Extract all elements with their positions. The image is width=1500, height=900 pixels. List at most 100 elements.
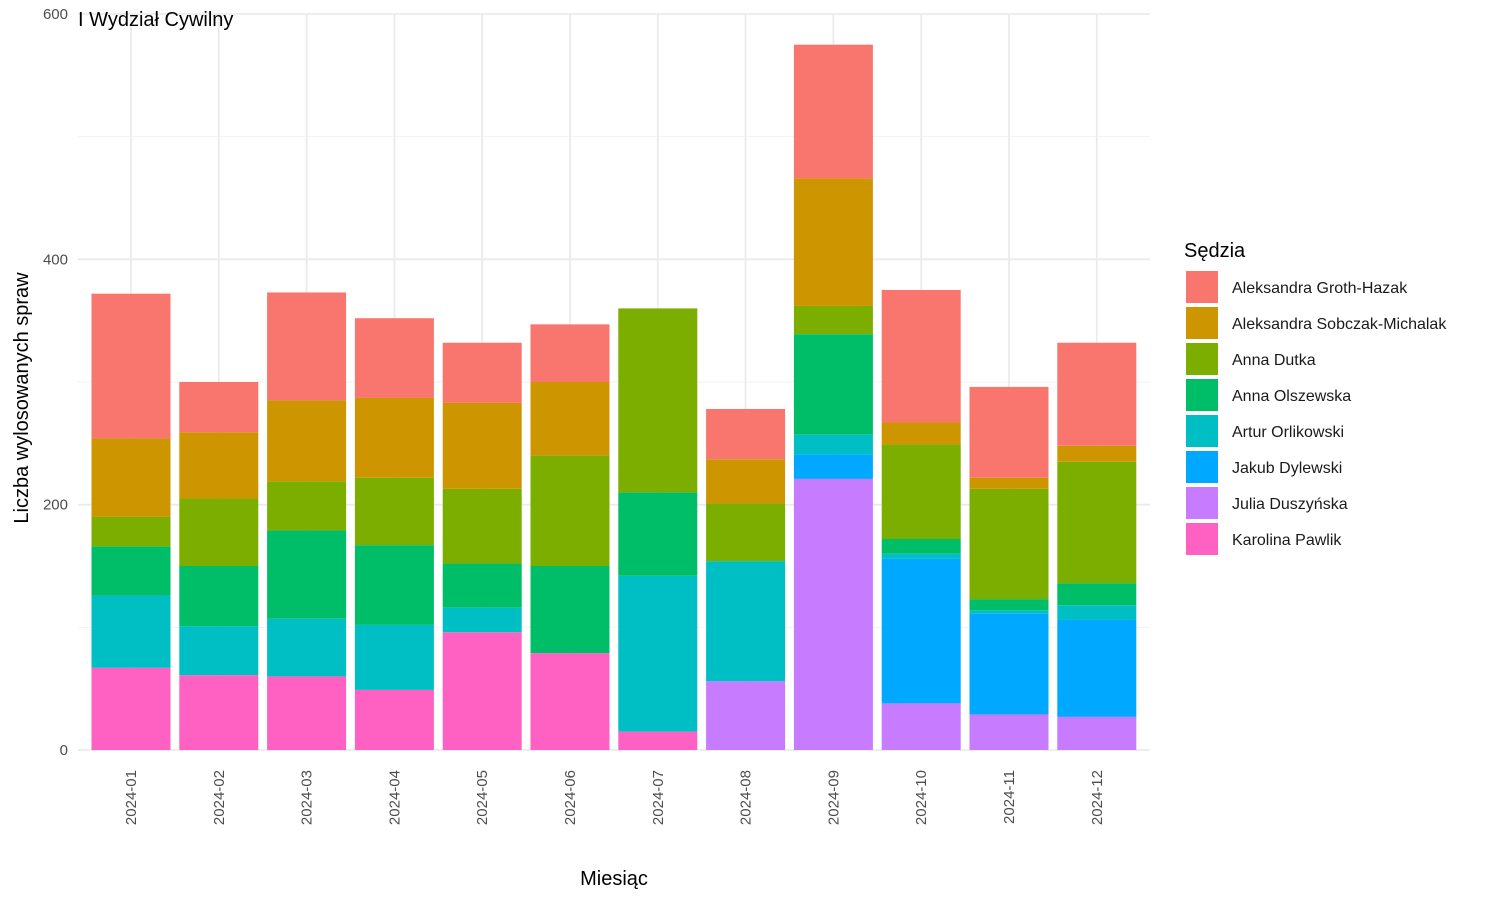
legend-swatch (1186, 343, 1218, 375)
legend-swatch (1186, 379, 1218, 411)
bar-segment (179, 432, 259, 499)
bar-segment (969, 599, 1049, 611)
legend-label: Karolina Pawlik (1232, 532, 1342, 549)
x-tick-label: 2024-09 (825, 770, 842, 825)
bar-segment (267, 618, 347, 677)
bar-segment (793, 478, 873, 750)
bar-segment (793, 454, 873, 479)
legend-label: Julia Duszyńska (1232, 496, 1348, 513)
legend-swatch (1186, 523, 1218, 555)
bar-segment (91, 595, 171, 668)
x-tick-label: 2024-04 (386, 770, 403, 825)
bar-segment (354, 318, 434, 398)
bar-segment (530, 382, 610, 456)
y-tick-label: 600 (43, 6, 68, 23)
legend-swatch (1186, 307, 1218, 339)
legend-label: Jakub Dylewski (1232, 460, 1342, 477)
legend-swatch (1186, 451, 1218, 483)
bar-segment (267, 530, 347, 619)
bar-segment (793, 434, 873, 455)
bar-segment (618, 575, 698, 732)
bar-segment (618, 731, 698, 750)
bar-segment (179, 382, 259, 433)
bar-segment (793, 44, 873, 179)
bar-segment (91, 516, 171, 547)
x-tick-label: 2024-05 (474, 770, 491, 825)
x-tick-label: 2024-11 (1001, 770, 1018, 824)
bar-segment (354, 477, 434, 546)
bar-segment (1057, 342, 1137, 446)
legend-label: Anna Olszewska (1232, 388, 1351, 405)
x-tick-label: 2024-02 (211, 770, 228, 825)
bar-segment (881, 558, 961, 704)
chart-title: I Wydział Cywilny (78, 9, 233, 31)
legend-swatch (1186, 271, 1218, 303)
bar-segment (618, 308, 698, 493)
y-tick-label: 400 (43, 251, 68, 268)
legend-label: Artur Orlikowski (1232, 424, 1344, 441)
bar-segment (706, 408, 786, 460)
x-tick-label: 2024-03 (299, 770, 316, 825)
bar-segment (969, 488, 1049, 600)
bar-segment (881, 290, 961, 423)
bar-segment (793, 334, 873, 435)
legend-label: Aleksandra Groth-Hazak (1232, 280, 1408, 297)
bar-segment (91, 438, 171, 517)
legend-title: Sędzia (1184, 240, 1246, 262)
bar-segment (1057, 583, 1137, 606)
x-tick-label: 2024-10 (913, 770, 930, 825)
bar-segment (179, 675, 259, 750)
bar-segment (442, 402, 522, 489)
bar-segment (881, 539, 961, 554)
bar-segment (1057, 461, 1137, 584)
bar-segment (706, 561, 786, 682)
bar-segment (969, 386, 1049, 478)
legend-swatch (1186, 487, 1218, 519)
bar-segment (706, 681, 786, 750)
y-tick-label: 200 (43, 497, 68, 514)
bar-segment (354, 545, 434, 625)
bar-segment (793, 178, 873, 306)
legend: Sędzia Aleksandra Groth-Hazak Aleksandra … (1184, 240, 1447, 555)
y-axis: 0 200 400 600 (43, 6, 68, 759)
bar-segment (442, 563, 522, 608)
bar-segment (1057, 445, 1137, 462)
x-tick-label: 2024-06 (562, 770, 579, 825)
bar-segment (969, 714, 1049, 750)
bar-segment (91, 293, 171, 439)
bar-segment (267, 292, 347, 401)
bar-segment (354, 689, 434, 750)
bar-segment (618, 492, 698, 576)
bar-segment (179, 566, 259, 627)
bar-segment (179, 626, 259, 676)
bar-segment (969, 610, 1049, 614)
bar-segment (706, 459, 786, 504)
x-axis-title: Miesiąc (580, 868, 648, 890)
bar-segment (442, 342, 522, 403)
bar-segment (969, 477, 1049, 489)
bar-segment (267, 676, 347, 750)
bar-segment (530, 566, 610, 654)
x-axis: 2024-01 2024-02 2024-03 2024-04 2024-05 2024-… (123, 770, 1106, 825)
legend-label: Anna Dutka (1232, 352, 1316, 369)
y-tick-label: 0 (60, 742, 68, 759)
legend-label: Aleksandra Sobczak-Michalak (1232, 316, 1447, 333)
bar-segment (793, 305, 873, 335)
bar-segment (442, 632, 522, 750)
x-tick-label: 2024-07 (650, 770, 667, 825)
bar-segment (267, 400, 347, 482)
bar-segment (530, 653, 610, 750)
bar-segment (442, 488, 522, 564)
bar-segment (354, 397, 434, 478)
x-tick-label: 2024-08 (738, 770, 755, 825)
bar-segment (530, 455, 610, 566)
bar-segment (1057, 716, 1137, 750)
bar-segment (1057, 619, 1137, 717)
bar-segment (91, 667, 171, 750)
bar-segment (530, 324, 610, 382)
bar-segment (706, 503, 786, 562)
bar-segment (179, 498, 259, 566)
bar-segment (881, 553, 961, 559)
y-axis-title: Liczba wylosowanych spraw (11, 272, 33, 524)
